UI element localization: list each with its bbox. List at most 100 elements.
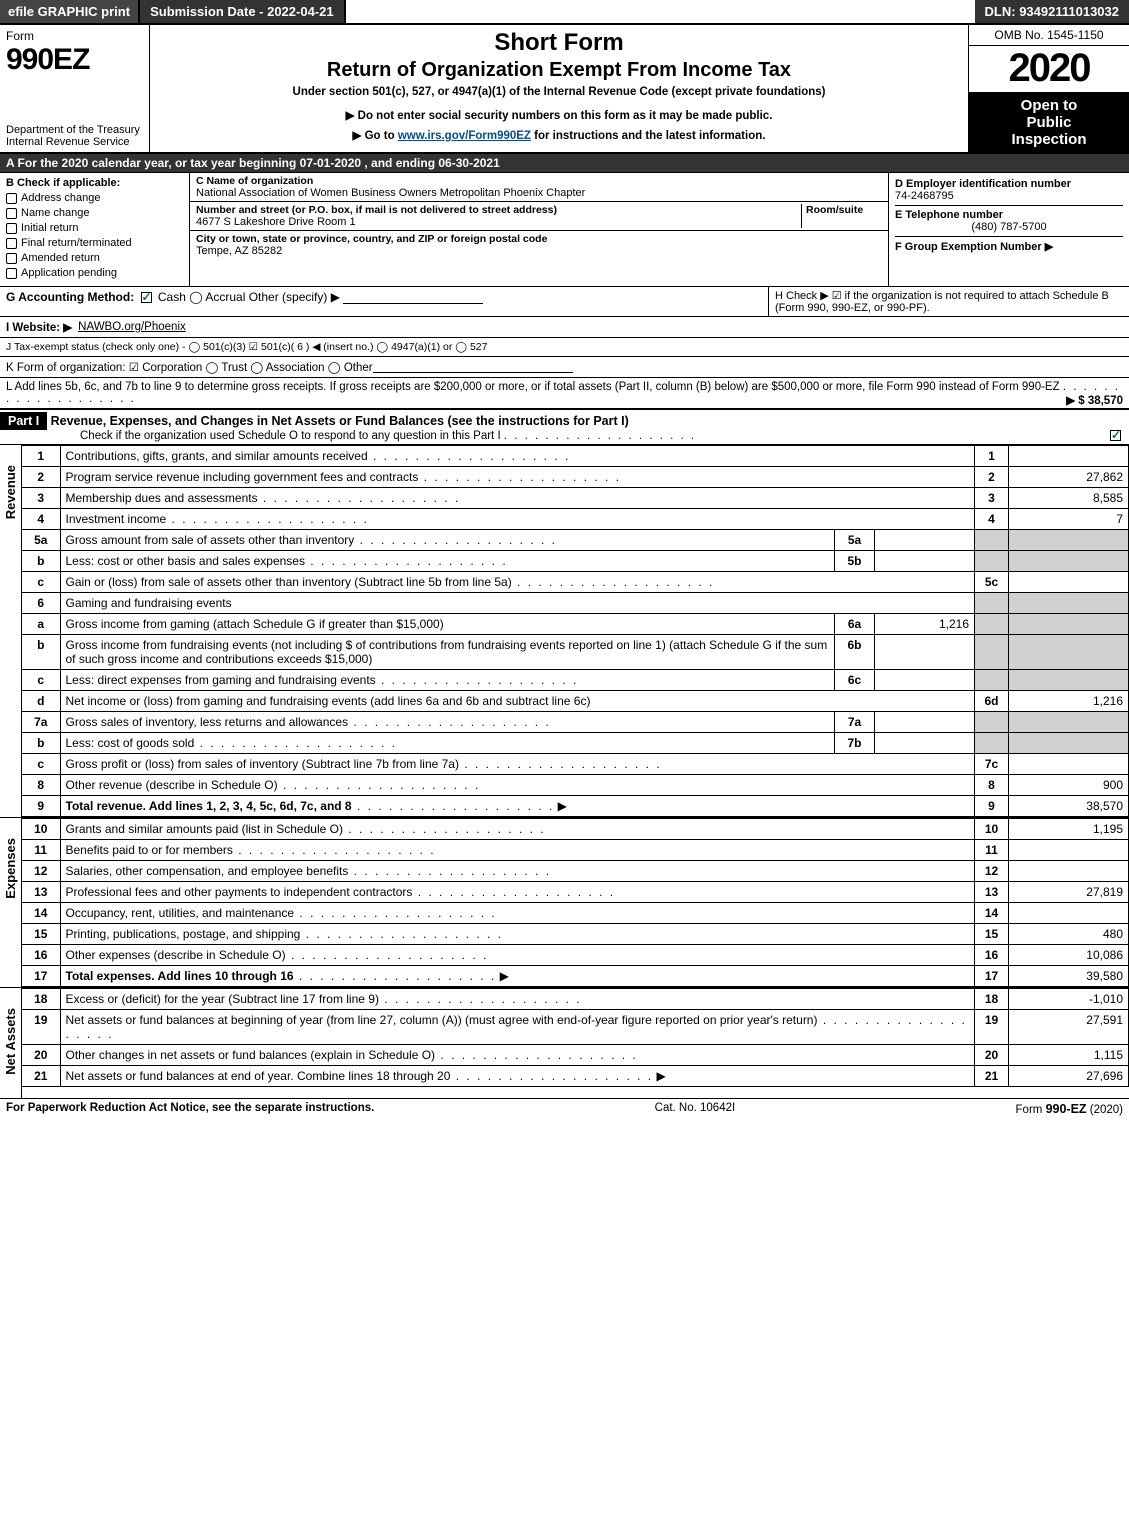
paperwork-notice: For Paperwork Reduction Act Notice, see … (6, 1102, 374, 1116)
ein-label: D Employer identification number (895, 178, 1123, 190)
col-d-ein: D Employer identification number 74-2468… (889, 173, 1129, 286)
header-right: OMB No. 1545-1150 2020 Open to Public In… (969, 25, 1129, 152)
tax-year: 2020 (969, 46, 1129, 93)
part-1-label: Part I (0, 412, 47, 430)
form-header: Form 990EZ Department of the Treasury In… (0, 25, 1129, 154)
cb-address-change[interactable]: Address change (6, 192, 183, 204)
line-9: 9Total revenue. Add lines 1, 2, 3, 4, 5c… (22, 796, 1129, 817)
row-k-form-org: K Form of organization: ☑ Corporation ◯ … (0, 357, 1129, 378)
org-name-label: C Name of organization (196, 175, 882, 187)
line-6c: cLess: direct expenses from gaming and f… (22, 670, 1129, 691)
part1-schedule-o-checkbox[interactable] (1110, 430, 1121, 441)
row-l: L Add lines 5b, 6c, and 7b to line 9 to … (0, 378, 1129, 409)
form-label: Form (6, 29, 143, 43)
line-7b: bLess: cost of goods sold7b (22, 733, 1129, 754)
other-specify-blank[interactable] (343, 292, 483, 304)
department: Department of the Treasury Internal Reve… (6, 124, 143, 148)
l-text: L Add lines 5b, 6c, and 7b to line 9 to … (6, 381, 1060, 393)
phone-label: E Telephone number (895, 209, 1123, 221)
row-j-tax-exempt: J Tax-exempt status (check only one) - ◯… (0, 338, 1129, 357)
website-label: I Website: ▶ (6, 320, 72, 334)
line-7c: cGross profit or (loss) from sales of in… (22, 754, 1129, 775)
spacer (346, 0, 975, 23)
line-6: 6Gaming and fundraising events (22, 593, 1129, 614)
ssn-notice: ▶ Do not enter social security numbers o… (158, 108, 960, 122)
short-form-title: Short Form (158, 29, 960, 57)
k-other-blank[interactable] (373, 361, 573, 373)
submission-date: Submission Date - 2022-04-21 (140, 0, 346, 23)
address-section: Number and street (or P.O. box, if mail … (190, 202, 888, 231)
city-section: City or town, state or province, country… (190, 231, 888, 259)
cb-amended-return[interactable]: Amended return (6, 252, 183, 264)
line-17: 17Total expenses. Add lines 10 through 1… (22, 966, 1129, 987)
room-label: Room/suite (806, 204, 882, 216)
k-text: K Form of organization: ☑ Corporation ◯ … (6, 360, 373, 374)
header-mid: Short Form Return of Organization Exempt… (150, 25, 969, 152)
line-6a: aGross income from gaming (attach Schedu… (22, 614, 1129, 635)
line-7a: 7aGross sales of inventory, less returns… (22, 712, 1129, 733)
line-1: 1Contributions, gifts, grants, and simil… (22, 446, 1129, 467)
revenue-table: 1Contributions, gifts, grants, and simil… (22, 445, 1129, 817)
g-options: Cash ◯ Accrual Other (specify) ▶ (158, 290, 340, 304)
revenue-side-label: Revenue (0, 445, 22, 817)
cb-application-pending[interactable]: Application pending (6, 267, 183, 279)
line-5b: bLess: cost or other basis and sales exp… (22, 551, 1129, 572)
line-10: 10Grants and similar amounts paid (list … (22, 819, 1129, 840)
part-1-check-note: Check if the organization used Schedule … (80, 430, 501, 442)
col-b-check-applicable: B Check if applicable: Address change Na… (0, 173, 190, 286)
open-line3: Inspection (971, 131, 1127, 148)
expenses-section: Expenses 10Grants and similar amounts pa… (0, 818, 1129, 988)
ein-value: 74-2468795 (895, 190, 1123, 202)
line-15: 15Printing, publications, postage, and s… (22, 924, 1129, 945)
phone-value: (480) 787-5700 (895, 221, 1123, 233)
row-a-tax-year: A For the 2020 calendar year, or tax yea… (0, 154, 1129, 173)
line-8: 8Other revenue (describe in Schedule O)8… (22, 775, 1129, 796)
line-18: 18Excess or (deficit) for the year (Subt… (22, 989, 1129, 1010)
under-section: Under section 501(c), 527, or 4947(a)(1)… (158, 86, 960, 98)
line-2: 2Program service revenue including gover… (22, 467, 1129, 488)
city-label: City or town, state or province, country… (196, 233, 882, 245)
goto-post: for instructions and the latest informat… (531, 130, 766, 142)
cb-final-return[interactable]: Final return/terminated (6, 237, 183, 249)
line-5c: cGain or (loss) from sale of assets othe… (22, 572, 1129, 593)
part-1-title: Revenue, Expenses, and Changes in Net As… (51, 414, 629, 428)
part-1-header: Part I Revenue, Expenses, and Changes in… (0, 409, 1129, 445)
line-4: 4Investment income47 (22, 509, 1129, 530)
top-bar: efile GRAPHIC print Submission Date - 20… (0, 0, 1129, 25)
revenue-section: Revenue 1Contributions, gifts, grants, a… (0, 445, 1129, 818)
expenses-side-label: Expenses (0, 818, 22, 987)
line-21: 21Net assets or fund balances at end of … (22, 1066, 1129, 1087)
header-left: Form 990EZ Department of the Treasury In… (0, 25, 150, 152)
dln-label: DLN: 93492111013032 (975, 0, 1129, 23)
goto-pre: ▶ Go to (353, 130, 398, 142)
org-name-section: C Name of organization National Associat… (190, 173, 888, 202)
cb-name-change[interactable]: Name change (6, 207, 183, 219)
net-assets-side-label: Net Assets (0, 988, 22, 1098)
line-6d: dNet income or (loss) from gaming and fu… (22, 691, 1129, 712)
page-footer: For Paperwork Reduction Act Notice, see … (0, 1099, 1129, 1119)
h-schedule-b: H Check ▶ ☑ if the organization is not r… (769, 287, 1129, 316)
cb-initial-return[interactable]: Initial return (6, 222, 183, 234)
accounting-method: G Accounting Method: Cash ◯ Accrual Othe… (0, 287, 769, 316)
line-19: 19Net assets or fund balances at beginni… (22, 1010, 1129, 1045)
line-16: 16Other expenses (describe in Schedule O… (22, 945, 1129, 966)
col-c-org-info: C Name of organization National Associat… (190, 173, 889, 286)
group-exemption-label: F Group Exemption Number ▶ (895, 240, 1123, 253)
line-5a: 5aGross amount from sale of assets other… (22, 530, 1129, 551)
irs-link[interactable]: www.irs.gov/Form990EZ (398, 130, 531, 142)
line-12: 12Salaries, other compensation, and empl… (22, 861, 1129, 882)
return-title: Return of Organization Exempt From Incom… (158, 59, 960, 82)
line-20: 20Other changes in net assets or fund ba… (22, 1045, 1129, 1066)
city-value: Tempe, AZ 85282 (196, 245, 882, 257)
row-g-h: G Accounting Method: Cash ◯ Accrual Othe… (0, 287, 1129, 317)
cb-cash-checked[interactable] (141, 292, 152, 303)
line-13: 13Professional fees and other payments t… (22, 882, 1129, 903)
open-line1: Open to (971, 97, 1127, 114)
line-6b: bGross income from fundraising events (n… (22, 635, 1129, 670)
dept-line2: Internal Revenue Service (6, 136, 143, 148)
net-assets-section: Net Assets 18Excess or (deficit) for the… (0, 988, 1129, 1099)
info-block: B Check if applicable: Address change Na… (0, 173, 1129, 287)
address-label: Number and street (or P.O. box, if mail … (196, 204, 797, 216)
net-assets-table: 18Excess or (deficit) for the year (Subt… (22, 988, 1129, 1087)
open-line2: Public (971, 114, 1127, 131)
